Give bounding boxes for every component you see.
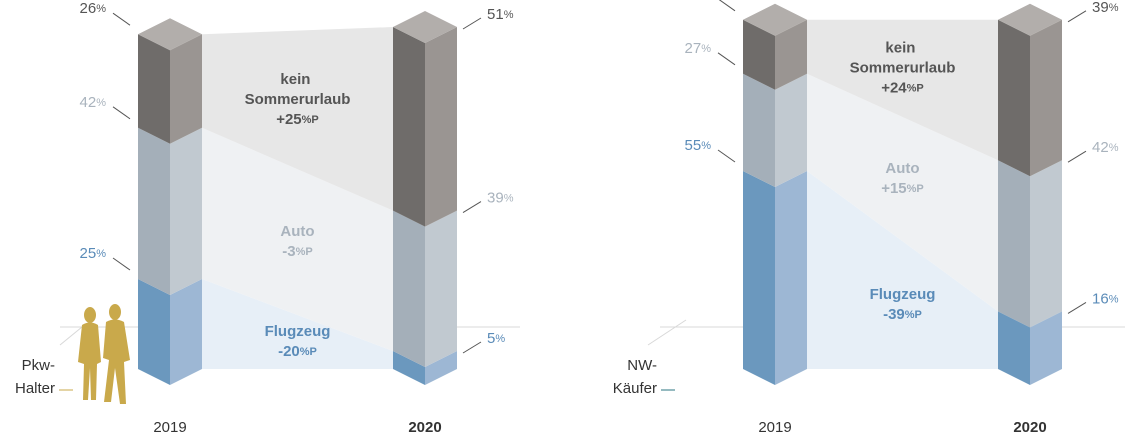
bar-face [743,171,775,385]
value-label: 51% [487,6,514,23]
value-label: 16% [1092,290,1119,307]
change-label: -3%P [282,243,312,260]
series-name: Auto [885,160,919,177]
bar-face [998,20,1030,176]
value-label: 42% [80,94,107,111]
pointer-line [60,327,82,345]
value-label: 5% [487,330,505,347]
change-label: +25%P [276,111,319,128]
leader-line [463,342,481,353]
group-label: NW-Käufer [613,357,657,397]
x-tick-label: 2020 [408,419,441,436]
bar-face [138,279,170,385]
leader-line [718,0,735,11]
bar-side [1030,160,1062,327]
infographic: 2019 25% 42% 26% 2020 5% 39% 51% Flugzeug -20%P Au… [0,0,1133,437]
value-label: 27% [685,40,712,57]
x-tick-label: 2020 [1013,419,1046,436]
bar-side [170,128,202,295]
bar-face [393,211,425,367]
person-silhouette [78,304,130,404]
silhouette-body [78,323,101,401]
leader-line [113,107,130,119]
bar-face [998,160,1030,327]
silhouette-body [103,320,130,405]
value-label: 26% [80,0,107,17]
silhouette-head [84,307,96,323]
value-label: 25% [80,245,107,262]
value-label: 39% [1092,0,1119,16]
bar-face [393,27,425,227]
bar-side [1030,20,1062,176]
bar-face [743,74,775,187]
leader-line [718,53,735,65]
value-label: 15% [685,0,712,3]
value-label: 39% [487,190,514,207]
bar-side [425,27,457,227]
bar-side [775,171,807,385]
leader-line [1068,302,1086,313]
leader-line [1068,11,1086,22]
value-label: 42% [1092,139,1119,156]
bar-face [138,34,170,144]
leader-line [1068,151,1086,162]
silhouette-head [109,304,121,320]
value-label: 55% [685,137,712,154]
change-label: +24%P [881,79,924,96]
pointer-line [648,320,686,345]
series-name: Flugzeug [265,323,331,340]
series-name: Auto [280,223,314,240]
bar-side [170,279,202,385]
leader-line [113,258,130,270]
panels: 2019 25% 42% 26% 2020 5% 39% 51% Flugzeug -20%P Au… [15,0,1133,436]
leader-line [463,18,481,29]
leader-line [463,202,481,213]
series-name: Flugzeug [870,286,936,303]
change-label: -20%P [278,343,317,360]
bar-face [138,128,170,295]
leader-line [113,13,130,25]
bar-side [170,34,202,144]
bar-side [775,74,807,187]
bar-side [425,211,457,367]
change-label: -39%P [883,306,922,323]
x-tick-label: 2019 [153,419,186,436]
group-label: Pkw-Halter [15,357,55,397]
change-label: +15%P [881,180,924,197]
x-tick-label: 2019 [758,419,791,436]
leader-line [718,150,735,162]
